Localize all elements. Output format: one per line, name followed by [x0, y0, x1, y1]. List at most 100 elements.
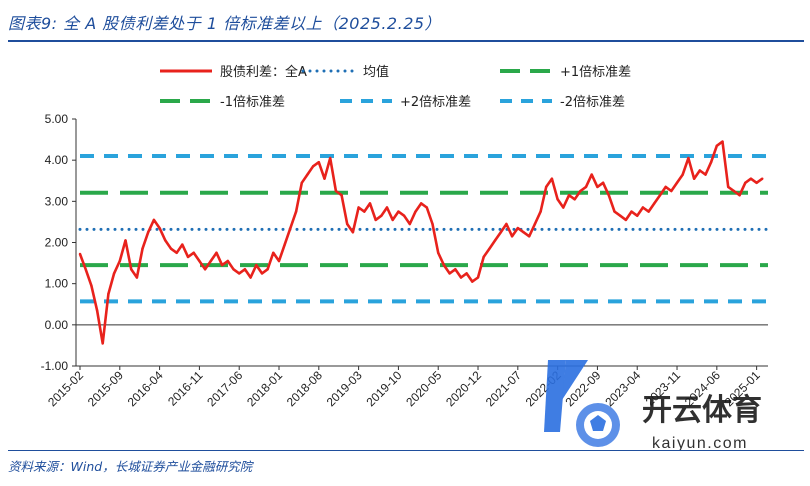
series-point: [562, 206, 565, 209]
series-point: [687, 156, 690, 160]
series-point: [704, 173, 707, 176]
series-point: [181, 243, 184, 246]
series-point: [363, 210, 366, 213]
series-point: [573, 198, 576, 201]
series-point: [505, 222, 508, 226]
series-point: [488, 247, 491, 250]
series-point: [232, 268, 235, 271]
series-point: [761, 177, 764, 180]
series-point: [198, 259, 201, 263]
series-point: [300, 181, 303, 184]
series-point: [744, 181, 747, 184]
series-point: [567, 194, 571, 197]
y-tick-label: 4.00: [45, 153, 69, 167]
series-point: [545, 185, 548, 189]
legend-item-plus1: +1倍标准差: [500, 65, 631, 80]
series-point: [727, 185, 730, 189]
series-point: [391, 218, 394, 222]
series-point: [397, 210, 400, 213]
y-tick-label: 3.00: [45, 194, 69, 208]
series-point: [306, 173, 309, 176]
legend-label: 均值: [363, 64, 389, 80]
series-point: [329, 156, 332, 160]
series-point: [510, 235, 514, 238]
watermark-brand: 开云体育: [642, 393, 762, 427]
series-point: [596, 185, 599, 189]
series-point: [641, 206, 645, 209]
series-point: [130, 268, 133, 271]
watermark-logo-icon: [544, 360, 620, 447]
series-point: [437, 251, 440, 254]
series-point: [619, 214, 622, 217]
series-line-spread: [78, 140, 764, 345]
series-point: [584, 185, 588, 189]
series-point: [681, 173, 684, 176]
series-point: [749, 177, 753, 180]
series-point: [420, 202, 423, 205]
series-point: [448, 272, 451, 275]
series-point: [482, 255, 485, 259]
series-point: [715, 144, 718, 147]
series-point: [158, 226, 161, 230]
source-note: 资料来源：Wind，长城证券产业金融研究院: [8, 459, 253, 474]
y-tick-label: 1.00: [45, 277, 69, 291]
series-point: [624, 218, 628, 222]
y-axis-ticks: 5.00 4.00 3.00 2.00 1.00 0.00 -1.00: [41, 112, 76, 373]
series-point: [283, 243, 286, 246]
series-point: [630, 210, 633, 213]
series-point: [351, 231, 355, 234]
x-tick-label: 2020-05: [403, 368, 444, 409]
series-point: [90, 284, 93, 287]
legend-item-minus1: -1倍标准差: [160, 95, 285, 110]
series-point: [459, 276, 463, 279]
legend-item-mean: 均值: [301, 64, 389, 80]
series-point: [311, 165, 315, 168]
series-point: [692, 177, 696, 180]
series-point: [732, 189, 736, 193]
series-point: [192, 251, 195, 254]
series-point: [323, 177, 326, 180]
x-tick-label: 2019-03: [324, 368, 365, 409]
x-tick-label: 2015-02: [45, 368, 86, 409]
series-point: [147, 231, 150, 234]
series-layer: [78, 140, 764, 345]
series-point: [442, 263, 446, 267]
series-point: [112, 272, 116, 275]
series-point: [294, 210, 298, 213]
series-point: [340, 194, 343, 197]
series-point: [203, 268, 207, 271]
x-tick-label: 2023-04: [602, 368, 643, 409]
series-point: [169, 247, 173, 250]
series-point: [272, 251, 275, 254]
series-point: [226, 259, 229, 263]
series-point: [402, 214, 406, 217]
legend-label: -2倍标准差: [560, 95, 625, 110]
series-point: [539, 210, 542, 213]
series-point: [220, 263, 224, 267]
series-point: [465, 272, 468, 275]
series-point: [238, 272, 241, 275]
series-point: [556, 198, 559, 201]
title-divider: [8, 40, 804, 42]
legend-item-minus2: -2倍标准差: [500, 95, 625, 110]
watermark-domain: kaiyun.com: [652, 435, 748, 450]
legend-label: +1倍标准差: [560, 65, 631, 80]
x-tick-label: 2016-04: [125, 368, 166, 409]
series-point: [664, 185, 667, 189]
series-point: [675, 181, 679, 184]
series-point: [84, 268, 87, 271]
chart-canvas: 股债利差：全A 均值 +1倍标准差 -1倍标准差 +2倍标准差 -2倍标准差 2015-0…: [41, 64, 770, 450]
series-point: [425, 206, 428, 209]
series-point: [533, 222, 537, 226]
x-tick-label: 2021-07: [483, 368, 524, 409]
series-point: [550, 177, 554, 180]
legend-item-spread: 股债利差：全A: [160, 64, 307, 80]
series-point: [95, 309, 99, 312]
series-point: [454, 268, 457, 271]
series-point: [260, 272, 264, 275]
footer-divider: [8, 450, 804, 451]
series-point: [607, 194, 610, 197]
series-point: [317, 161, 320, 164]
series-point: [164, 239, 167, 242]
series-point: [101, 342, 104, 345]
